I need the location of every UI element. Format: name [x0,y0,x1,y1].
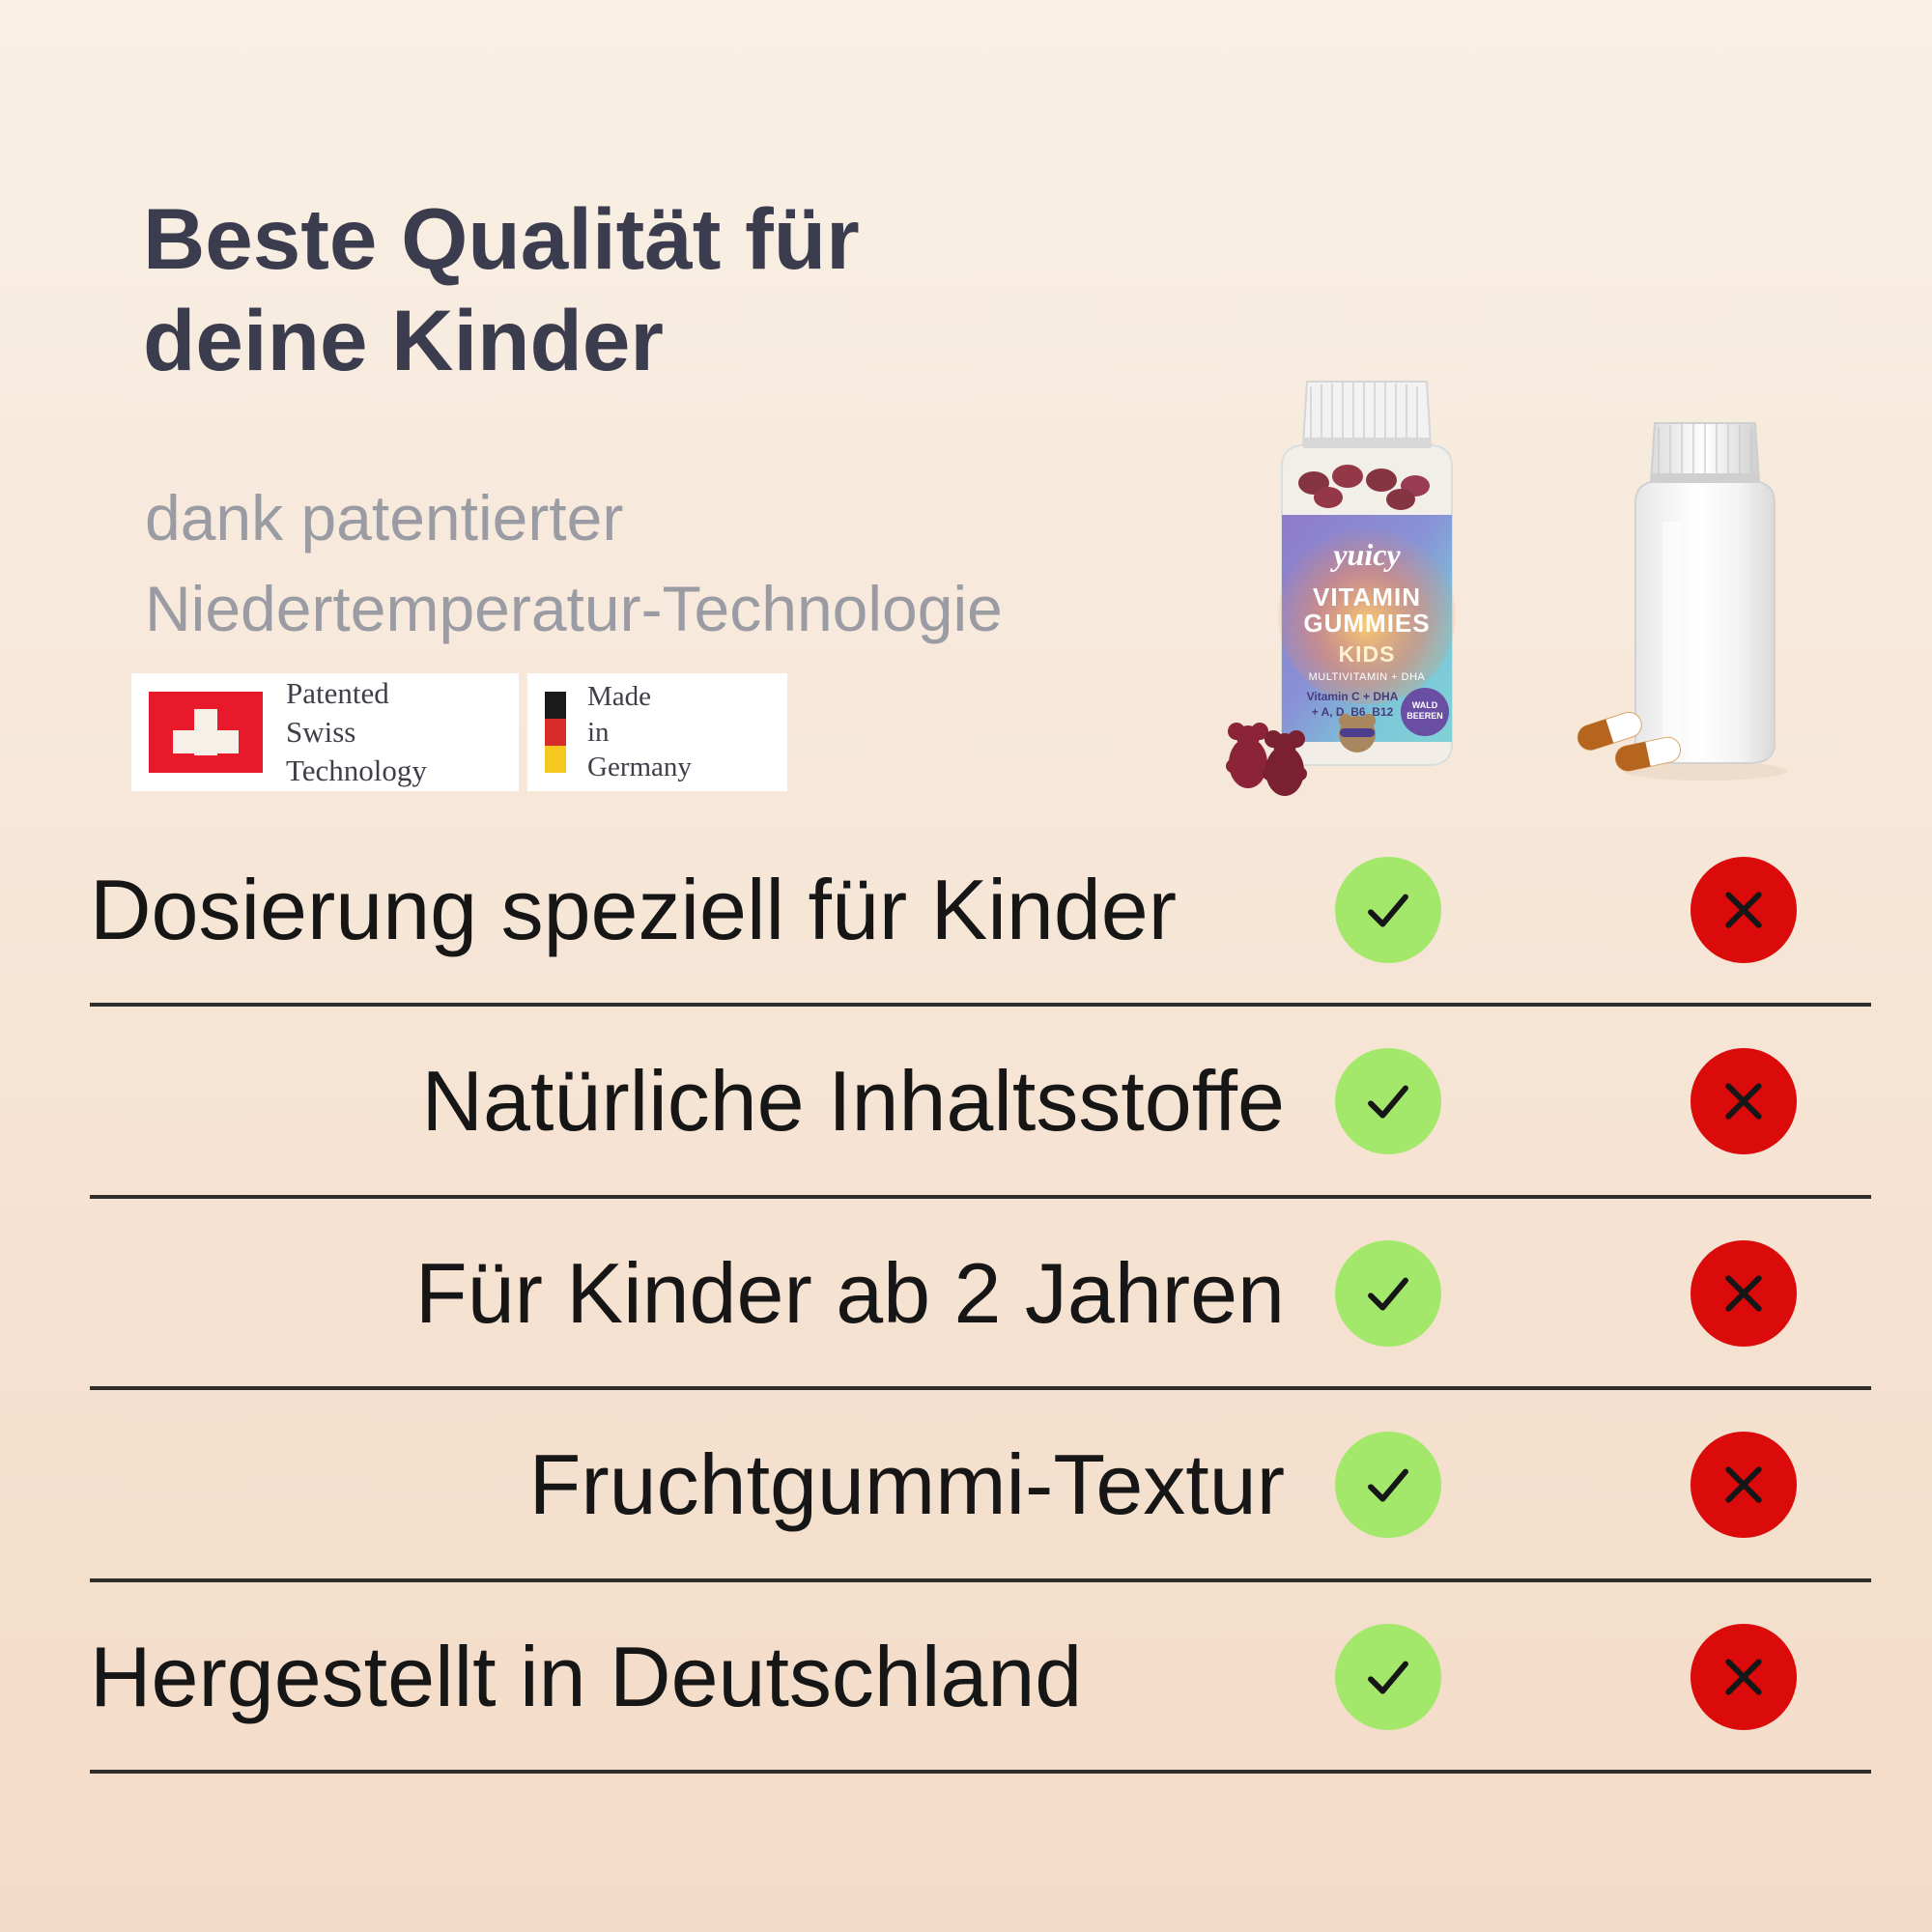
svg-text:yuicy: yuicy [1329,537,1401,572]
svg-text:VITAMIN: VITAMIN [1313,582,1421,611]
svg-text:KIDS: KIDS [1339,641,1396,667]
svg-text:MULTIVITAMIN + DHA: MULTIVITAMIN + DHA [1309,671,1426,683]
svg-text:GUMMIES: GUMMIES [1303,609,1430,638]
svg-text:WALD: WALD [1412,700,1438,710]
svg-text:BEEREN: BEEREN [1406,711,1443,721]
svg-text:Vitamin C + DHA: Vitamin C + DHA [1307,690,1399,703]
